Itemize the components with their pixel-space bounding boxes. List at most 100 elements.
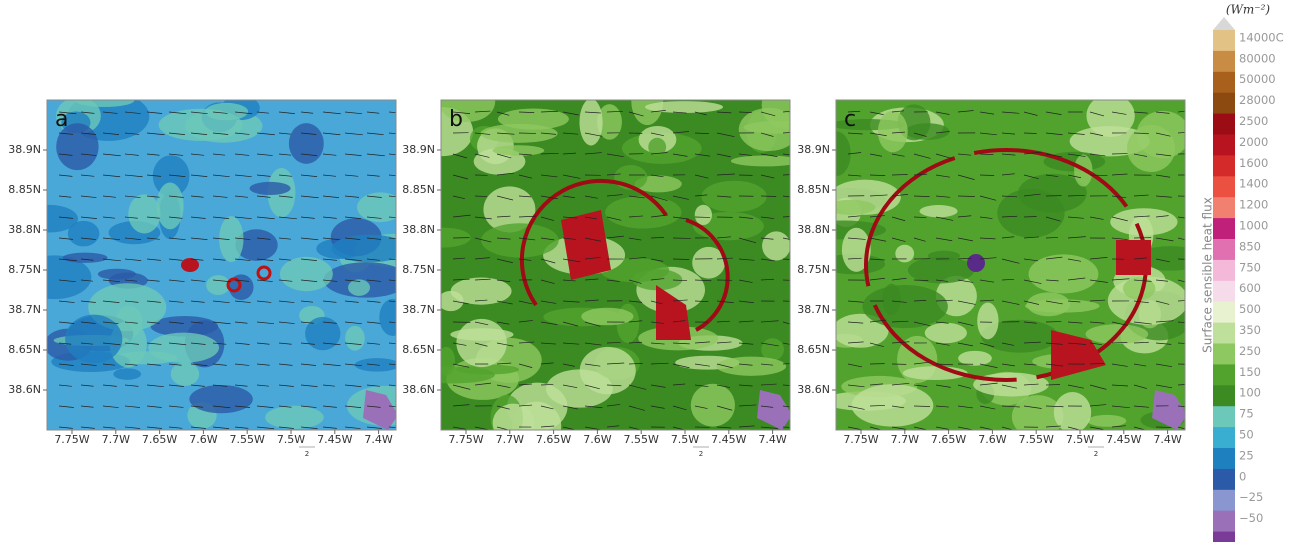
x-tick-label: 7.45W	[317, 433, 352, 446]
map-patch	[280, 257, 333, 291]
cb-label: 150	[1239, 365, 1261, 379]
y-tick-label: 8.65N	[402, 343, 435, 356]
cb-label: 750	[1239, 260, 1261, 274]
map-patch	[1127, 125, 1175, 172]
cb-label: 100	[1239, 386, 1261, 400]
cb-label: 1200	[1239, 198, 1268, 212]
cb-box	[1213, 155, 1235, 176]
y-tick-label: 38.7N	[8, 303, 41, 316]
cb-box	[1213, 114, 1235, 135]
map-patch	[701, 181, 766, 212]
x-tick-label: 7.75W	[54, 433, 89, 446]
vector-key-label: 2	[305, 450, 309, 458]
map-patch	[908, 257, 974, 284]
y-tick-label: 8.85N	[797, 183, 830, 196]
y-tick-label: 38.7N	[402, 303, 435, 316]
x-tick-label: 7.5W	[1066, 433, 1094, 446]
cb-box	[1213, 469, 1235, 490]
cb-label: 600	[1239, 281, 1261, 295]
map-patch	[762, 82, 810, 129]
cb-box	[1213, 427, 1235, 448]
y-tick-label: 38.9N	[797, 143, 830, 156]
map-patch	[762, 231, 790, 260]
cb-label: 1400	[1239, 177, 1268, 191]
cb-box	[1213, 72, 1235, 93]
y-tick-label: 8.85N	[402, 183, 435, 196]
x-tick-label: 7.65W	[931, 433, 966, 446]
map-patch	[456, 319, 506, 367]
y-tick-label: 38.6N	[797, 383, 830, 396]
y-tick-label: 38.9N	[402, 143, 435, 156]
cb-box	[1213, 176, 1235, 197]
x-tick-label: 7.5W	[277, 433, 305, 446]
cb-box	[1213, 218, 1235, 239]
map-patch	[920, 205, 958, 217]
panel-label: b	[449, 107, 463, 132]
cb-box	[1213, 532, 1235, 542]
map-patch	[63, 253, 108, 263]
map-patch	[481, 223, 559, 257]
x-tick-label: 7.75W	[843, 433, 878, 446]
cb-box	[1213, 197, 1235, 218]
x-tick-label: 7.7W	[102, 433, 130, 446]
map-patch	[357, 192, 404, 222]
x-tick-label: 7.4W	[364, 433, 392, 446]
map-patch	[1054, 392, 1091, 433]
y-tick-label: 8.75N	[797, 263, 830, 276]
cb-label: 28000	[1239, 93, 1276, 107]
map-patch	[852, 384, 934, 426]
y-tick-label: 8.65N	[797, 343, 830, 356]
cb-label: 850	[1239, 239, 1261, 253]
x-tick-label: 7.6W	[189, 433, 217, 446]
cb-label: −50	[1239, 511, 1263, 525]
panel-label: c	[844, 107, 856, 132]
cb-box	[1213, 93, 1235, 114]
cb-label: −25	[1239, 490, 1263, 504]
hot-core	[967, 254, 985, 272]
cb-label: 500	[1239, 302, 1261, 316]
map-patch	[113, 368, 141, 379]
map-patch	[205, 103, 248, 120]
burn	[1116, 240, 1151, 275]
cb-label: 1000	[1239, 219, 1268, 233]
y-tick-label: 38.8N	[402, 223, 435, 236]
map-patch	[265, 406, 324, 429]
x-tick-label: 7.55W	[624, 433, 659, 446]
map-patch	[437, 347, 455, 376]
y-tick-label: 8.75N	[402, 263, 435, 276]
map-patch	[878, 111, 908, 152]
y-tick-label: 38.8N	[797, 223, 830, 236]
map-patch	[128, 194, 160, 233]
y-tick-label: 8.85N	[8, 183, 41, 196]
map-patch	[1087, 415, 1126, 427]
cb-box	[1213, 302, 1235, 323]
y-tick-label: 38.6N	[402, 383, 435, 396]
cb-box	[1213, 30, 1235, 51]
cb-box	[1213, 135, 1235, 156]
map-patch	[348, 279, 370, 296]
map-patch	[189, 385, 252, 413]
x-tick-label: 7.4W	[1153, 433, 1181, 446]
cb-label: 75	[1239, 407, 1254, 421]
cb-label: 80000	[1239, 51, 1276, 65]
cb-label: 50	[1239, 428, 1254, 442]
panel-label: a	[55, 107, 68, 132]
cb-box	[1213, 406, 1235, 427]
x-tick-label: 7.6W	[978, 433, 1006, 446]
cb-box	[1213, 490, 1235, 511]
cb-box	[1213, 260, 1235, 281]
map-patch	[65, 315, 122, 364]
map-patch	[438, 291, 464, 311]
map-patch	[731, 155, 800, 166]
map-patch	[695, 205, 712, 225]
cb-label: 2500	[1239, 114, 1268, 128]
map-patch	[493, 145, 545, 155]
x-tick-label: 7.6W	[583, 433, 611, 446]
map-patch	[98, 269, 136, 280]
x-tick-label: 7.65W	[536, 433, 571, 446]
x-tick-label: 7.45W	[1106, 433, 1141, 446]
map-patch	[581, 308, 633, 325]
map-patch	[579, 99, 602, 146]
x-tick-label: 7.75W	[448, 433, 483, 446]
